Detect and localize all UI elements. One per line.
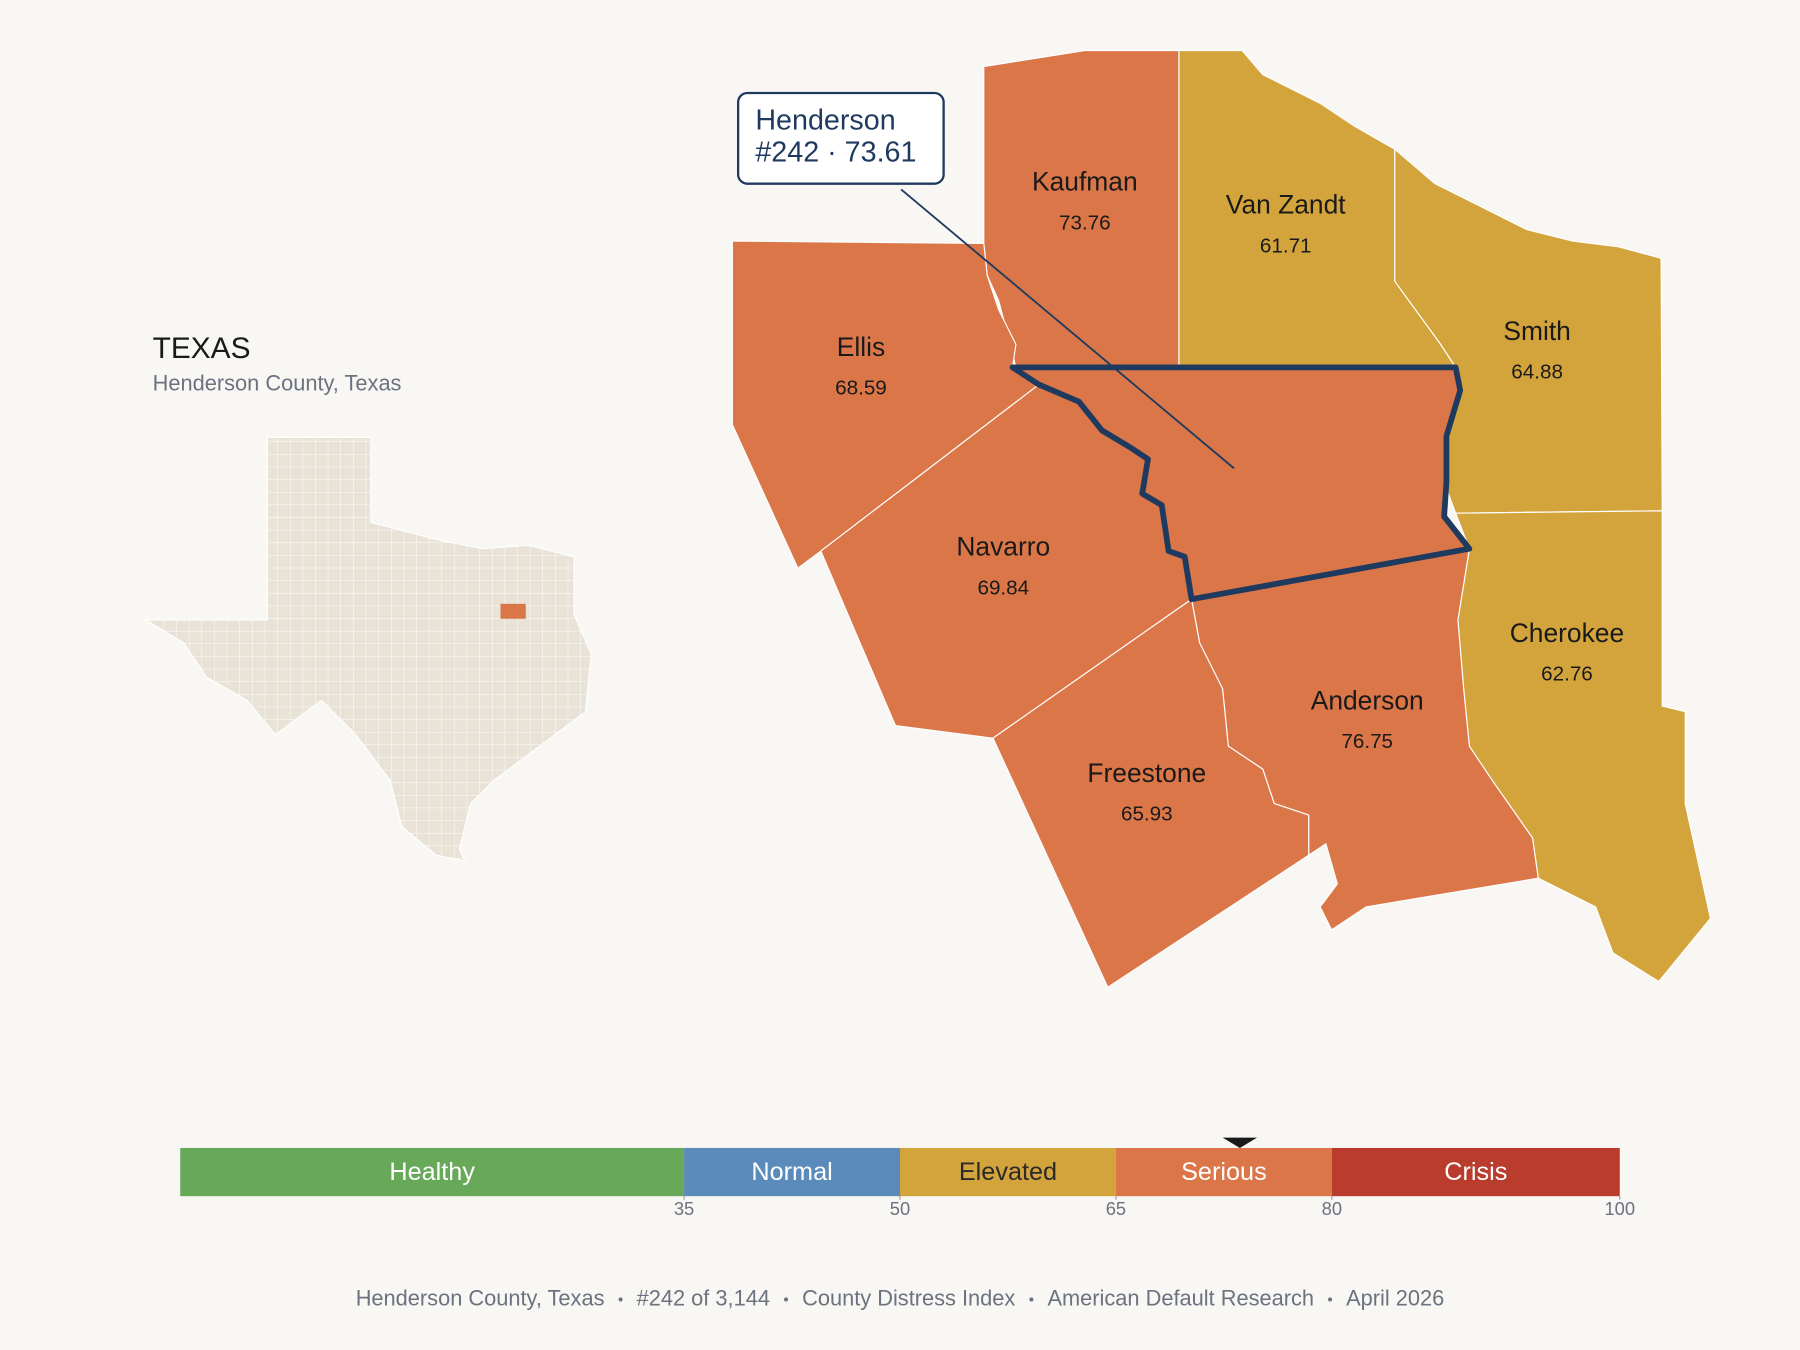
county-value: 73.76: [1059, 211, 1111, 234]
county-value: 68.59: [835, 377, 887, 400]
footer-separator: [1029, 1297, 1034, 1302]
county-name: Van Zandt: [1226, 190, 1346, 220]
county-name: Cherokee: [1510, 618, 1624, 648]
inset-subtitle: Henderson County, Texas: [153, 370, 402, 395]
county-value: 69.84: [977, 576, 1029, 599]
footer-separator: [783, 1297, 789, 1302]
footer-item: County Distress Index: [802, 1285, 1015, 1310]
county-map: Kaufman 73.76 Van Zandt 61.71 Smith 64.88 Elli…: [731, 49, 1712, 989]
footer-item: #242 of 3,144: [637, 1285, 770, 1310]
county-value: 62.76: [1541, 662, 1593, 685]
county: [983, 49, 1180, 368]
county-name: Navarro: [956, 532, 1050, 562]
county-value: 65.93: [1121, 803, 1173, 826]
county-name: Freestone: [1087, 758, 1206, 788]
scale-legend: Healthy Normal Elevated Serious Crisis 35 50 65…: [180, 1137, 1635, 1219]
tick-label: 80: [1322, 1198, 1342, 1219]
band-label: Crisis: [1444, 1158, 1507, 1186]
footer-separator: [1328, 1297, 1333, 1302]
callout-leader: [900, 188, 1235, 470]
county-name: Smith: [1503, 316, 1570, 346]
county: [992, 598, 1310, 989]
scale-band: [1115, 1147, 1332, 1197]
inset-highlight: [500, 603, 526, 619]
tick-label: 35: [674, 1198, 694, 1219]
band-label: Elevated: [959, 1158, 1057, 1186]
scale-band: [684, 1147, 900, 1197]
callout-detail: #242 · 73.61: [755, 136, 916, 168]
footer-separator: [618, 1297, 623, 1302]
texas-inset: [143, 436, 592, 862]
scale-band: [1331, 1147, 1620, 1197]
scale-band: [180, 1147, 685, 1197]
inset-title: TEXAS: [153, 332, 251, 365]
county-name: Ellis: [837, 332, 885, 362]
band-label: Serious: [1181, 1158, 1267, 1186]
tick-label: 50: [890, 1198, 910, 1219]
band-label: Normal: [751, 1158, 832, 1186]
county-value: 76.75: [1341, 730, 1393, 753]
tick-label: 100: [1604, 1198, 1635, 1219]
footer-item: April 2026: [1346, 1285, 1444, 1310]
callout-box: [736, 91, 945, 185]
county-value: 64.88: [1511, 361, 1563, 384]
score-marker: [1222, 1137, 1258, 1148]
scale-band: [900, 1147, 1116, 1197]
county-name: Kaufman: [1032, 167, 1138, 197]
county-name: Anderson: [1311, 686, 1424, 716]
county-value: 61.71: [1260, 234, 1312, 257]
callout-name: Henderson: [755, 104, 895, 136]
focus-county: [1009, 364, 1473, 603]
tick-label: 65: [1106, 1198, 1126, 1219]
footer: Henderson County, Texas #242 of 3,144 Coun…: [356, 1285, 1445, 1310]
band-label: Healthy: [389, 1158, 475, 1186]
footer-item: American Default Research: [1047, 1285, 1314, 1310]
footer-item: Henderson County, Texas: [356, 1285, 605, 1310]
